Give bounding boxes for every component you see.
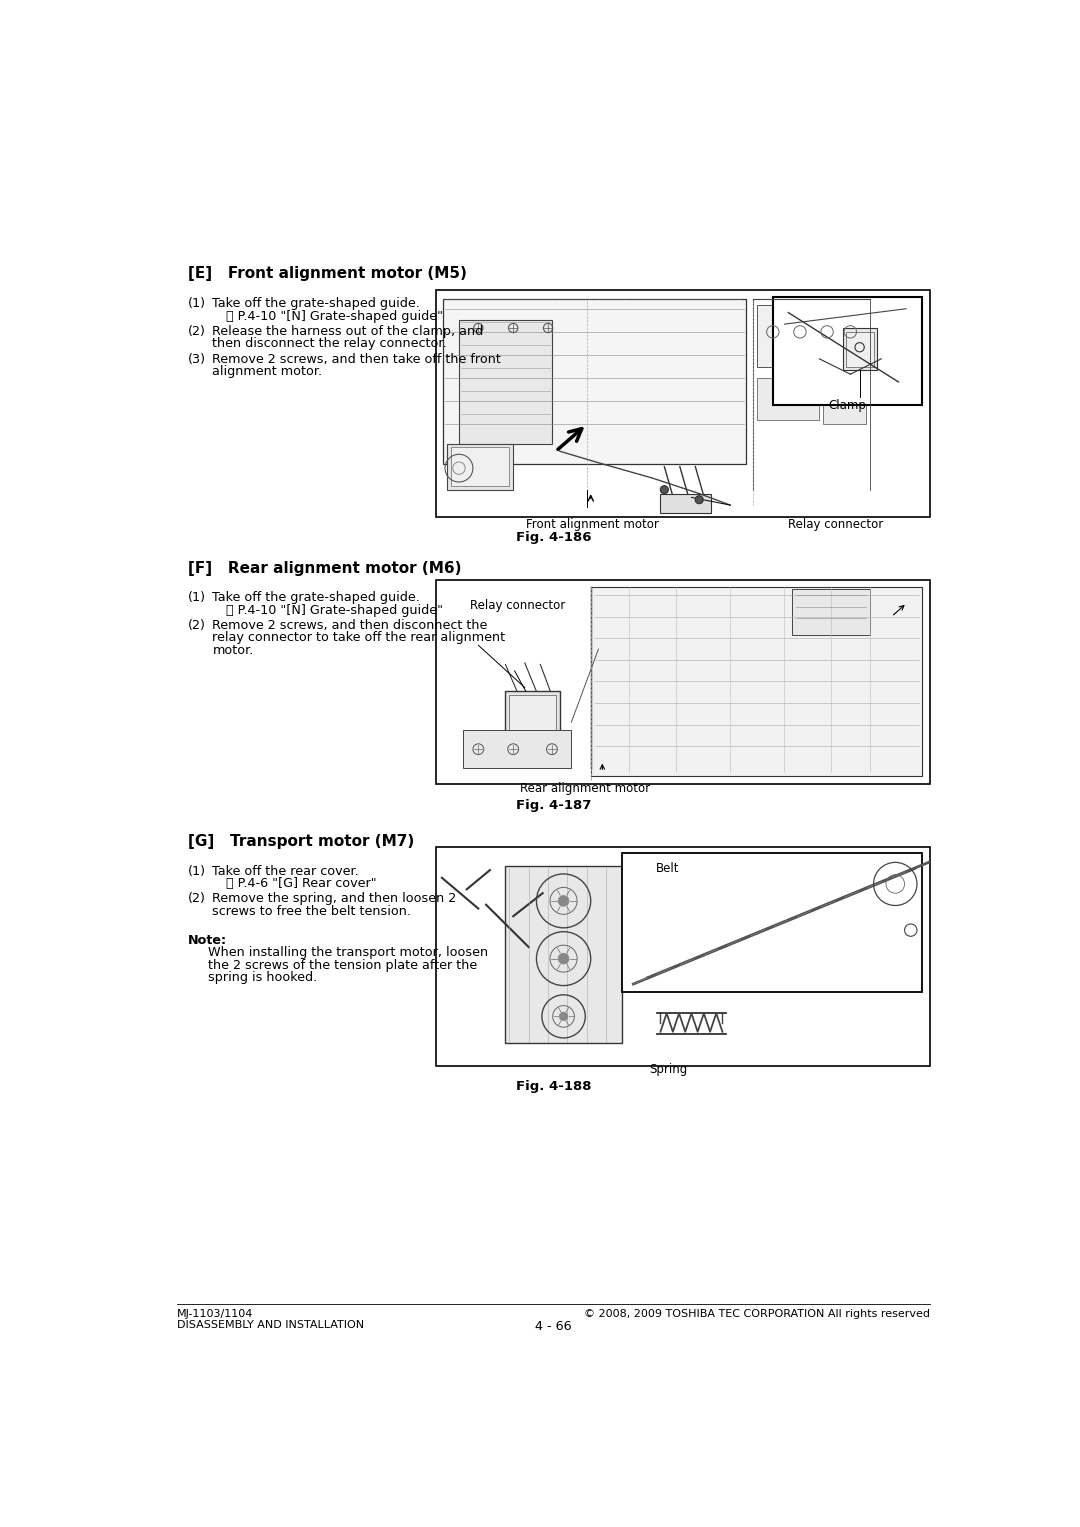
Text: Belt: Belt	[656, 863, 679, 875]
Bar	[463, 730, 571, 768]
Bar	[505, 866, 622, 1043]
Text: MJ-1103/1104: MJ-1103/1104	[177, 1309, 253, 1319]
Text: Release the harness out of the clamp, and: Release the harness out of the clamp, an…	[213, 325, 484, 337]
Bar	[793, 589, 869, 635]
Text: Fig. 4-186: Fig. 4-186	[516, 531, 591, 544]
Bar	[591, 588, 922, 776]
Circle shape	[558, 953, 569, 964]
Text: Front alignment motor: Front alignment motor	[526, 518, 659, 531]
Text: Relay connector: Relay connector	[470, 599, 565, 612]
Text: Fig. 4-187: Fig. 4-187	[516, 799, 591, 812]
Text: then disconnect the relay connector.: then disconnect the relay connector.	[213, 337, 447, 350]
Bar	[757, 305, 862, 366]
Text: 4 - 66: 4 - 66	[536, 1319, 571, 1333]
Text: (1): (1)	[188, 864, 205, 878]
Text: [E]   Front alignment motor (M5): [E] Front alignment motor (M5)	[188, 266, 467, 281]
Bar	[435, 290, 930, 516]
Bar	[823, 366, 866, 425]
Text: motor.: motor.	[213, 644, 254, 657]
Text: the 2 screws of the tension plate after the: the 2 screws of the tension plate after …	[188, 959, 477, 971]
Bar	[459, 321, 552, 443]
Bar	[444, 299, 745, 464]
Text: (3): (3)	[188, 353, 205, 365]
Text: screws to free the belt tension.: screws to free the belt tension.	[213, 904, 411, 918]
Bar	[842, 328, 877, 371]
Text: (2): (2)	[188, 325, 205, 337]
Bar	[505, 692, 559, 734]
Text: Fig. 4-188: Fig. 4-188	[516, 1080, 591, 1093]
Text: relay connector to take off the rear alignment: relay connector to take off the rear ali…	[213, 631, 505, 644]
Bar	[510, 695, 556, 730]
Text: Remove the spring, and then loosen 2: Remove the spring, and then loosen 2	[213, 892, 457, 906]
Bar	[447, 443, 513, 490]
Text: When installing the transport motor, loosen: When installing the transport motor, loo…	[188, 947, 488, 959]
Circle shape	[661, 486, 669, 493]
Bar	[451, 447, 510, 486]
Bar	[435, 580, 930, 783]
Text: spring is hooked.: spring is hooked.	[188, 971, 316, 983]
Text: Rear alignment motor: Rear alignment motor	[521, 782, 650, 796]
Text: Clamp: Clamp	[828, 399, 866, 412]
Text: alignment motor.: alignment motor.	[213, 365, 323, 379]
Text: ⎙ P.4-6 "[G] Rear cover": ⎙ P.4-6 "[G] Rear cover"	[227, 876, 377, 890]
Text: ⎙ P.4-10 "[N] Grate-shaped guide": ⎙ P.4-10 "[N] Grate-shaped guide"	[227, 310, 444, 322]
Text: Remove 2 screws, and then disconnect the: Remove 2 screws, and then disconnect the	[213, 618, 488, 632]
Text: [F]   Rear alignment motor (M6): [F] Rear alignment motor (M6)	[188, 560, 461, 576]
Text: DISASSEMBLY AND INSTALLATION: DISASSEMBLY AND INSTALLATION	[177, 1319, 364, 1330]
Bar	[773, 298, 921, 405]
Text: Note:: Note:	[188, 935, 227, 947]
Text: Remove 2 screws, and then take off the front: Remove 2 screws, and then take off the f…	[213, 353, 501, 365]
Circle shape	[696, 496, 703, 504]
Text: [G]   Transport motor (M7): [G] Transport motor (M7)	[188, 834, 414, 849]
Text: Relay connector: Relay connector	[788, 518, 883, 531]
Text: Take off the grate-shaped guide.: Take off the grate-shaped guide.	[213, 591, 420, 605]
Text: (2): (2)	[188, 618, 205, 632]
Text: © 2008, 2009 TOSHIBA TEC CORPORATION All rights reserved: © 2008, 2009 TOSHIBA TEC CORPORATION All…	[584, 1309, 930, 1319]
Circle shape	[558, 895, 569, 906]
Text: Take off the rear cover.: Take off the rear cover.	[213, 864, 360, 878]
Bar	[622, 854, 922, 991]
Bar	[847, 331, 874, 366]
Text: Spring: Spring	[649, 1063, 687, 1075]
Text: Take off the grate-shaped guide.: Take off the grate-shaped guide.	[213, 298, 420, 310]
Text: (2): (2)	[188, 892, 205, 906]
Bar	[661, 493, 711, 513]
Circle shape	[559, 1012, 568, 1020]
Text: ⎙ P.4-10 "[N] Grate-shaped guide": ⎙ P.4-10 "[N] Grate-shaped guide"	[227, 603, 444, 617]
Bar	[757, 379, 820, 420]
Bar	[435, 847, 930, 1066]
Text: (1): (1)	[188, 298, 205, 310]
Text: (1): (1)	[188, 591, 205, 605]
